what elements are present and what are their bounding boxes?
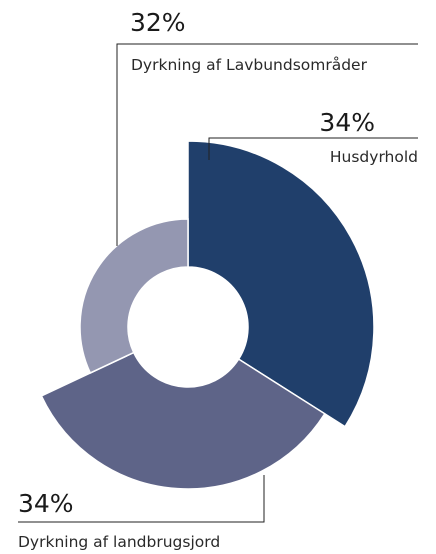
slice-dyrkning-af-landbrugsjord bbox=[40, 351, 326, 490]
chart-labels: 34% Husdyrhold 32% Dyrkning af Lavbundso… bbox=[18, 8, 418, 551]
chart-slices bbox=[40, 140, 375, 490]
leader-lines bbox=[18, 43, 418, 523]
slice-name-label-husdyrhold: Husdyrhold bbox=[330, 148, 418, 166]
slice-percent-label-husdyrhold: 34% bbox=[319, 108, 375, 137]
leader-line-lavbund bbox=[116, 43, 418, 246]
leader-line-husdyrhold bbox=[208, 137, 418, 160]
slice-dyrkning-af-lavbundsomraader bbox=[79, 218, 189, 374]
slice-percent-label-lavbund: 32% bbox=[130, 8, 186, 37]
slice-name-label-landbrugsjord: Dyrkning af landbrugsjord bbox=[18, 533, 220, 551]
leader-line-landbrugsjord bbox=[18, 475, 265, 523]
slice-name-label-lavbund: Dyrkning af Lavbundsområder bbox=[131, 56, 368, 74]
slice-percent-label-landbrugsjord: 34% bbox=[18, 489, 74, 518]
slice-husdyrhold bbox=[187, 140, 375, 428]
